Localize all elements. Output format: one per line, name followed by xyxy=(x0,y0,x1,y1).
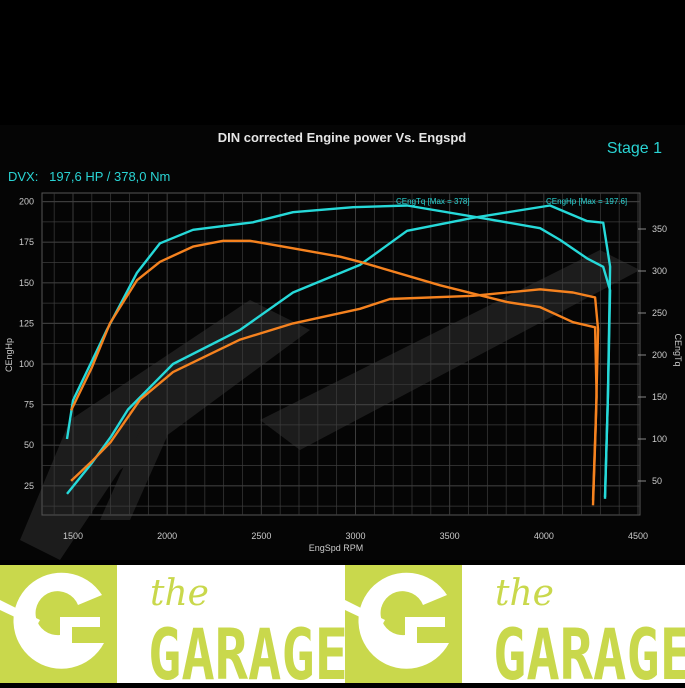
summary-label: DVX: 197,6 HP / 378,0 Nm xyxy=(8,169,170,184)
x-tick-label: 4000 xyxy=(534,531,554,541)
series-stage1_torque xyxy=(65,204,612,498)
wrench-handle-icon xyxy=(345,600,385,627)
the-garage-banner: the GARAGE the GARAGE xyxy=(0,565,685,688)
g-wrench-icon xyxy=(13,572,104,669)
series-stock_power xyxy=(70,288,600,506)
annotation-max-torque: CEngTq [Max = 378] xyxy=(396,197,470,206)
x-axis-label: EngSpd RPM xyxy=(309,543,364,553)
stage-label: Stage 1 xyxy=(607,140,662,157)
x-tick-label: 4500 xyxy=(628,531,648,541)
series-stock_torque xyxy=(70,239,598,501)
chart-labels: DIN corrected Engine power Vs. Engspd St… xyxy=(4,130,683,553)
y-left-tick-label: 75 xyxy=(24,400,34,410)
y-left-tick-label: 175 xyxy=(19,237,34,247)
x-tick-label: 3000 xyxy=(345,531,365,541)
y-axis-left-label: CEngHp xyxy=(4,338,14,372)
y-right-tick-label: 150 xyxy=(652,392,667,402)
brand-garage: GARAGE xyxy=(493,614,685,683)
brand-garage: GARAGE xyxy=(148,614,348,683)
y-left-tick-label: 125 xyxy=(19,318,34,328)
series-stage1_power xyxy=(66,204,612,499)
y-left-tick-label: 50 xyxy=(24,440,34,450)
x-tick-label: 3500 xyxy=(440,531,460,541)
brand-the: the xyxy=(495,573,554,614)
y-left-tick-label: 100 xyxy=(19,359,34,369)
y-right-tick-label: 350 xyxy=(652,224,667,234)
x-tick-label: 2000 xyxy=(157,531,177,541)
y-right-tick-label: 50 xyxy=(652,476,662,486)
y-left-tick-label: 150 xyxy=(19,278,34,288)
chart-title: DIN corrected Engine power Vs. Engspd xyxy=(218,130,467,145)
y-left-tick-label: 25 xyxy=(24,481,34,491)
brand-the: the xyxy=(150,573,209,614)
g-wrench-icon xyxy=(358,572,449,669)
y-left-tick-label: 200 xyxy=(19,197,34,207)
annotation-max-power: CEngHp [Max = 197.6] xyxy=(546,197,627,206)
axes: 1500 2000 2500 3000 3500 4000 4500 25 50 75 100 125… xyxy=(19,197,667,541)
y-right-tick-label: 200 xyxy=(652,350,667,360)
y-right-tick-label: 250 xyxy=(652,308,667,318)
x-tick-label: 2500 xyxy=(251,531,271,541)
wrench-handle-icon xyxy=(0,600,40,627)
x-tick-label: 1500 xyxy=(63,531,83,541)
chart-panel xyxy=(0,125,685,560)
y-right-tick-label: 100 xyxy=(652,434,667,444)
y-right-tick-label: 300 xyxy=(652,266,667,276)
y-axis-right-label: CEngTq xyxy=(673,333,683,366)
grid xyxy=(41,192,641,516)
series-lines xyxy=(65,204,612,506)
plot-frame xyxy=(41,192,641,516)
